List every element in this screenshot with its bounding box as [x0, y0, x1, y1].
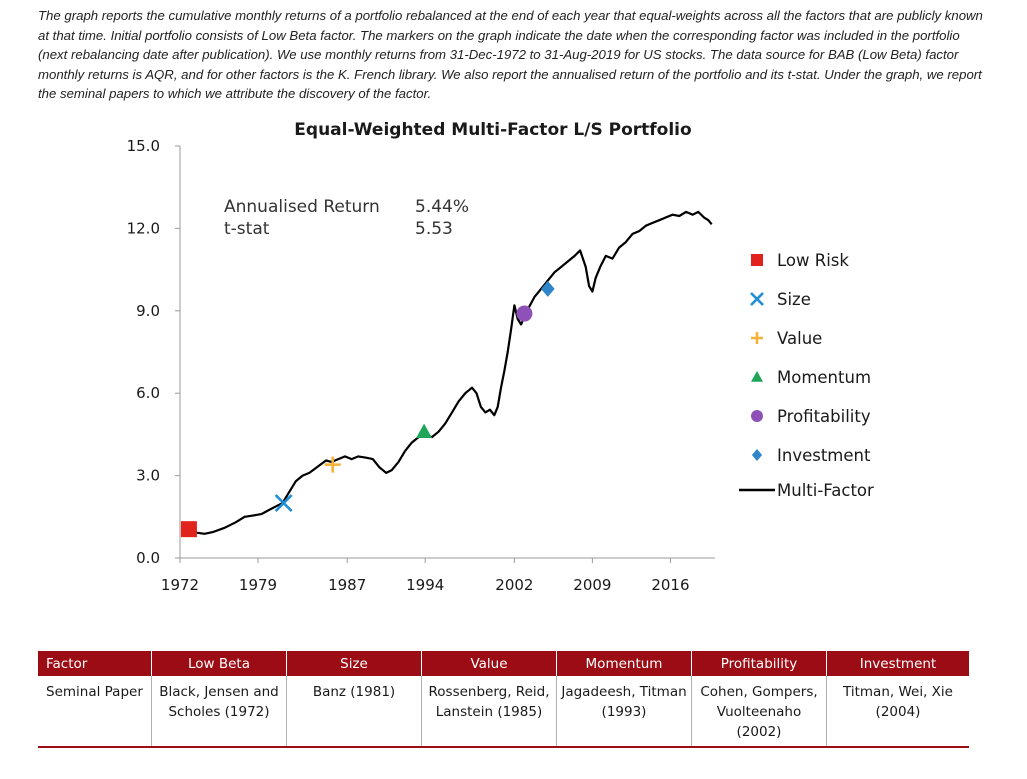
legend-swatch-size	[750, 292, 764, 306]
marker-low-risk	[180, 521, 197, 538]
legend-swatch-low-risk	[751, 254, 763, 266]
marker-layer	[180, 280, 555, 538]
stat-value-t-stat: 5.53	[415, 219, 453, 239]
axes: 0.0 3.0 6.0 9.0 12.0 15.0 1972 1979 1987 1994 2002…	[127, 137, 715, 594]
series-layer	[189, 210, 713, 535]
y-tick-label: 0.0	[136, 549, 160, 567]
x-tick-label: 2009	[573, 576, 611, 594]
marker-value	[324, 456, 341, 473]
cell-value-paper: Rossenberg, Reid, Lanstein (1985)	[421, 676, 557, 747]
series-line-multi-factor	[189, 210, 713, 535]
cell-profitability-paper: Cohen, Gompers, Vuolteenaho (2002)	[691, 676, 827, 747]
legend-swatch-profitability	[751, 410, 763, 422]
marker-size	[274, 494, 293, 512]
legend-label-multi-factor: Multi-Factor	[777, 481, 874, 500]
multi-factor-chart: Equal-Weighted Multi-Factor L/S Portfoli…	[127, 120, 874, 594]
y-tick-label: 6.0	[136, 384, 160, 402]
table-row: Seminal Paper Black, Jensen and Scholes …	[38, 676, 969, 747]
marker-investment	[541, 280, 555, 297]
marker-profitability	[516, 305, 533, 322]
stats-box: Annualised Return t-stat 5.44% 5.53	[224, 197, 469, 239]
legend-label-value: Value	[777, 329, 822, 348]
y-tick-label: 3.0	[136, 467, 160, 485]
seminal-papers-table: Factor Low Beta Size Value Momentum Prof…	[38, 651, 969, 748]
cell-momentum-paper: Jagadeesh, Titman (1993)	[556, 676, 692, 747]
stat-label-t-stat: t-stat	[224, 219, 270, 239]
cell-investment-paper: Titman, Wei, Xie (2004)	[843, 684, 953, 720]
header-momentum: Momentum	[556, 651, 692, 676]
x-tick-label: 2016	[651, 576, 689, 594]
marker-momentum	[416, 423, 433, 439]
legend-label-profitability: Profitability	[777, 407, 871, 426]
x-tick-label: 1987	[328, 576, 366, 594]
y-tick-label: 12.0	[127, 219, 160, 237]
legend-label-investment: Investment	[777, 446, 871, 465]
chart-title: Equal-Weighted Multi-Factor L/S Portfoli…	[294, 120, 691, 140]
stat-value-annualised-return: 5.44%	[415, 197, 469, 217]
legend-swatch-momentum	[751, 371, 763, 382]
cell-low-beta-paper: Black, Jensen and Scholes (1972)	[151, 676, 287, 747]
header-value: Value	[421, 651, 557, 676]
x-tick-label: 1979	[239, 576, 277, 594]
cell-size-paper: Banz (1981)	[286, 676, 422, 747]
y-tick-label: 9.0	[136, 302, 160, 320]
header-low-beta: Low Beta	[151, 651, 287, 676]
stat-label-annualised-return: Annualised Return	[224, 197, 380, 217]
table-header-row: Factor Low Beta Size Value Momentum Prof…	[38, 651, 969, 676]
legend-label-low-risk: Low Risk	[777, 251, 849, 270]
header-size: Size	[286, 651, 422, 676]
legend-swatch-investment	[751, 449, 763, 461]
header-profitability: Profitability	[691, 651, 827, 676]
x-tick-label: 1972	[161, 576, 199, 594]
intro-text: The graph reports the cumulative monthly…	[38, 8, 983, 101]
legend: Low Risk Size Value Momentum Profitability In…	[739, 251, 874, 500]
y-tick-label: 15.0	[127, 137, 160, 155]
legend-swatch-value	[751, 332, 763, 344]
x-tick-label: 1994	[406, 576, 444, 594]
legend-label-momentum: Momentum	[777, 368, 871, 387]
x-tick-label: 2002	[495, 576, 533, 594]
legend-label-size: Size	[777, 290, 811, 309]
header-investment: Investment	[826, 651, 969, 676]
header-factor: Factor	[38, 651, 152, 676]
cell-seminal-paper: Seminal Paper	[38, 676, 152, 747]
